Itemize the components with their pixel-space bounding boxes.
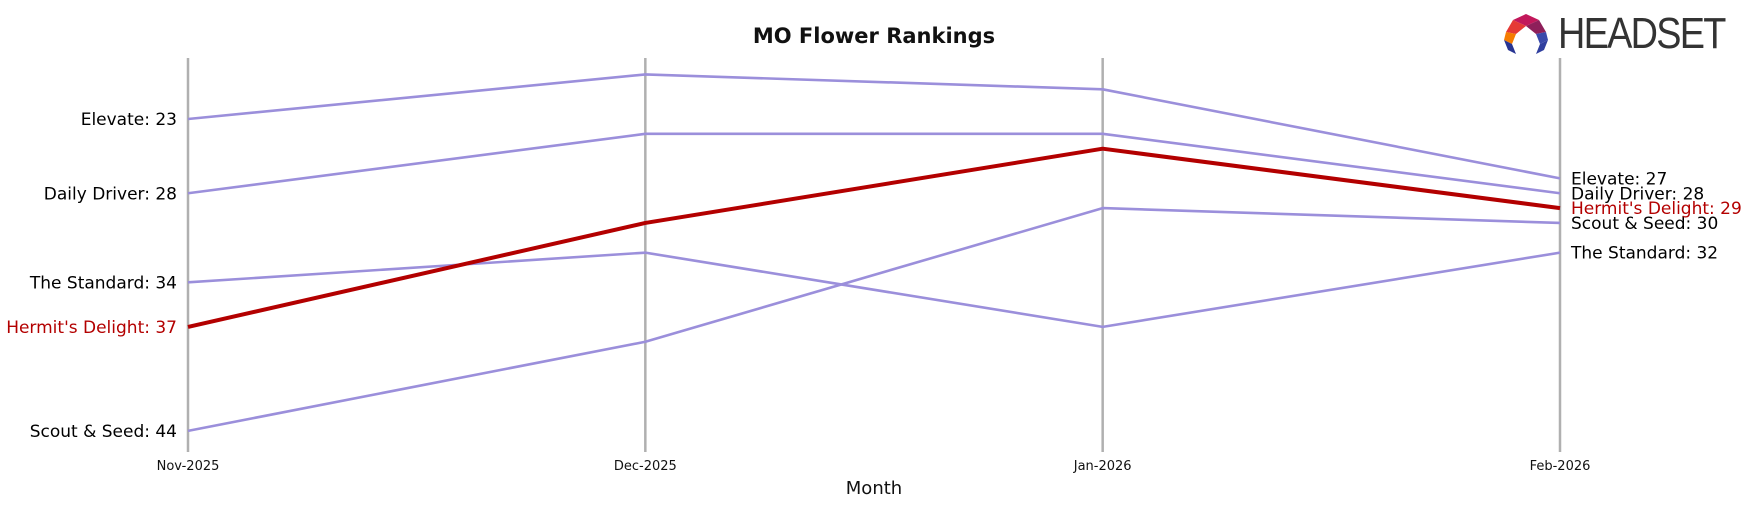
series-line-elevate [187,73,1561,180]
end-label-elevate: Elevate: 27 [1571,169,1667,189]
series-lines [187,73,1561,433]
chart-title: MO Flower Rankings [753,24,995,48]
x-tick-label: Nov-2025 [157,459,220,474]
headset-logo-icon [1504,14,1548,54]
x-axis-ticks: Nov-2025 Dec-2025 Jan-2026 Feb-2026 [157,459,1591,474]
start-label-daily-driver: Daily Driver: 28 [44,184,177,204]
x-tick-label: Feb-2026 [1530,459,1591,474]
series-line-hermit-s-delight [187,146,1561,329]
start-label-hermit-s-delight: Hermit's Delight: 37 [6,318,177,338]
end-label-scout-seed: Scout & Seed: 30 [1571,214,1718,234]
end-label-hermit-s-delight: Hermit's Delight: 29 [1571,199,1742,219]
series-line-the-standard [187,251,1561,329]
x-tick-label: Jan-2026 [1073,459,1132,474]
x-tick-label: Dec-2025 [614,459,677,474]
logo: HEADSET [1502,12,1748,56]
start-label-the-standard: The Standard: 34 [29,273,177,293]
x-axis-label: Month [846,478,902,499]
start-label-scout-seed: Scout & Seed: 44 [30,422,177,442]
start-label-elevate: Elevate: 23 [81,110,177,130]
logo-text: HEADSET [1558,9,1726,58]
series-line-daily-driver [187,132,1561,195]
grid-lines [186,58,1562,452]
end-label-the-standard: The Standard: 32 [1570,244,1718,264]
end-label-daily-driver: Daily Driver: 28 [1571,184,1704,204]
series-line-scout-seed [187,206,1561,433]
